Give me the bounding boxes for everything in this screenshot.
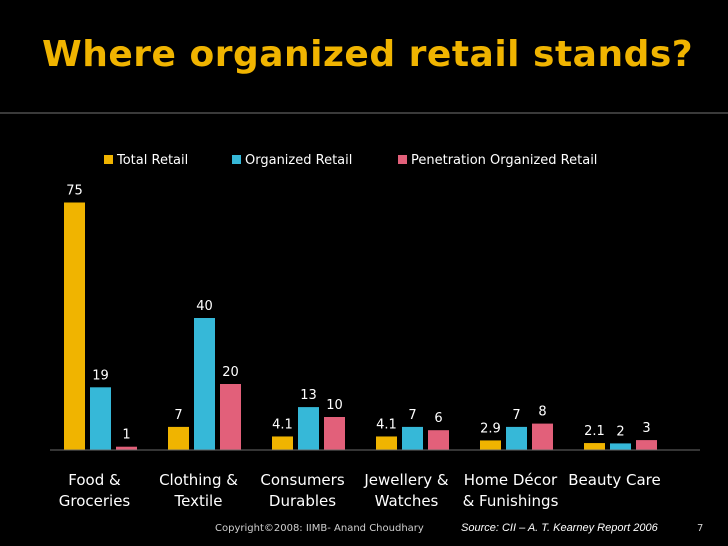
legend-swatch xyxy=(232,155,241,164)
slide-title: Where organized retail stands? xyxy=(42,34,694,75)
bar xyxy=(376,436,397,450)
category-label: Food & xyxy=(68,471,121,489)
category-label: Groceries xyxy=(59,492,131,510)
bar xyxy=(480,440,501,450)
category-label: Beauty Care xyxy=(568,471,660,489)
data-label: 10 xyxy=(326,398,343,413)
bar xyxy=(194,318,215,450)
legend-label: Penetration Organized Retail xyxy=(411,153,597,168)
legend-swatch xyxy=(398,155,407,164)
title-band xyxy=(0,0,728,104)
legend-label: Organized Retail xyxy=(245,153,352,168)
legend-swatch xyxy=(104,155,113,164)
bar xyxy=(584,443,605,450)
bar xyxy=(64,202,85,450)
page-number: 7 xyxy=(697,523,704,534)
data-label: 3 xyxy=(642,421,650,436)
data-label: 19 xyxy=(92,368,109,383)
bar xyxy=(116,446,137,450)
category-label: & Funishings xyxy=(463,492,559,510)
category-label: Jewellery & xyxy=(363,471,449,489)
bar xyxy=(324,417,345,450)
bar xyxy=(610,443,631,450)
data-label: 40 xyxy=(196,299,213,314)
bar xyxy=(428,430,449,450)
category-label: Watches xyxy=(375,492,439,510)
data-label: 8 xyxy=(538,405,546,420)
copyright-text: Copyright©2008: IIMB- Anand Choudhary xyxy=(215,523,424,534)
category-label: Durables xyxy=(269,492,336,510)
data-label: 1 xyxy=(122,428,130,443)
data-label: 75 xyxy=(66,184,83,199)
category-label: Home Décor xyxy=(464,471,558,489)
data-label: 7 xyxy=(408,408,416,423)
data-label: 13 xyxy=(300,388,317,403)
legend-label: Total Retail xyxy=(116,153,188,168)
bar xyxy=(90,387,111,450)
data-label: 2.1 xyxy=(584,424,605,439)
data-label: 7 xyxy=(174,408,182,423)
bar xyxy=(532,423,553,450)
source-text: Source: CII – A. T. Kearney Report 2006 xyxy=(461,522,658,534)
category-label: Clothing & xyxy=(159,471,238,489)
bar xyxy=(636,440,657,450)
bar xyxy=(272,436,293,450)
bar xyxy=(168,426,189,450)
title-divider xyxy=(0,112,728,114)
plot-area xyxy=(48,118,728,520)
bar xyxy=(506,426,527,450)
data-label: 6 xyxy=(434,411,442,426)
category-label: Textile xyxy=(174,492,223,510)
category-label: Consumers xyxy=(260,471,344,489)
bar xyxy=(402,426,423,450)
bar xyxy=(298,407,319,450)
data-label: 2.9 xyxy=(480,421,501,436)
data-label: 7 xyxy=(512,408,520,423)
data-label: 2 xyxy=(616,424,624,439)
data-label: 20 xyxy=(222,365,239,380)
bar xyxy=(220,384,241,450)
data-label: 4.1 xyxy=(376,417,397,432)
data-label: 4.1 xyxy=(272,417,293,432)
